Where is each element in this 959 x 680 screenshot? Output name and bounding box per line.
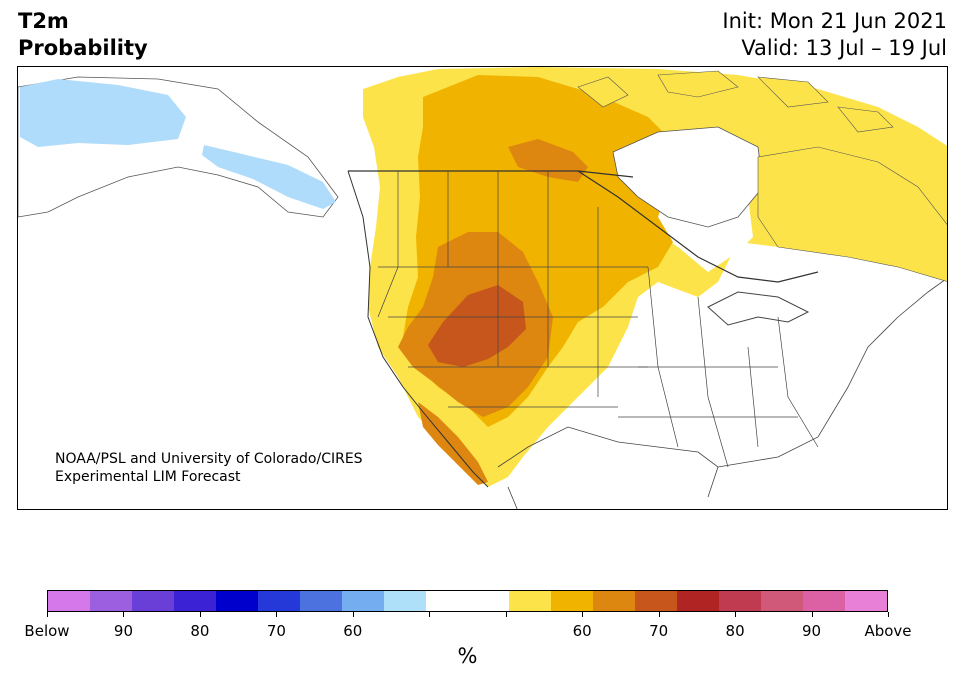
colorbar-segment: [803, 591, 846, 611]
map-canvas: [18, 67, 947, 509]
colorbar-tick-mark: [352, 612, 354, 617]
title-left: T2m Probability: [18, 8, 148, 62]
colorbar-tick-mark: [123, 612, 125, 617]
colorbar-segment: [509, 591, 552, 611]
colorbar-segment: [89, 591, 132, 611]
quebec-labrador-area: [757, 146, 947, 282]
map-frame: NOAA/PSL and University of Colorado/CIRE…: [17, 66, 948, 510]
arctic-islands: [577, 70, 894, 133]
colorbar-segment: [635, 591, 678, 611]
credit-line-1: NOAA/PSL and University of Colorado/CIRE…: [55, 451, 363, 467]
colorbar-segment: [467, 591, 510, 611]
colorbar-segment: [425, 591, 468, 611]
hudson-bay-water: [612, 126, 764, 228]
credit-line-2: Experimental LIM Forecast: [55, 469, 241, 485]
valid-dates: Valid: 13 Jul – 19 Jul: [741, 36, 947, 60]
colorbar-tick-label: 70: [266, 622, 286, 640]
colorbar-tick-mark: [811, 612, 813, 617]
colorbar-unit: %: [457, 644, 478, 668]
gulf-below-area: [202, 145, 336, 209]
colorbar-tick-mark: [582, 612, 584, 617]
colorbar-tick-label: 60: [572, 622, 592, 640]
probability-colorbar: [47, 590, 888, 612]
colorbar-tick-label: 70: [649, 622, 669, 640]
colorbar-tick-label: 90: [113, 622, 133, 640]
map-credit: NOAA/PSL and University of Colorado/CIRE…: [55, 450, 363, 486]
colorbar-segment: [215, 591, 258, 611]
great-lakes: [707, 291, 810, 326]
colorbar-segment: [719, 591, 762, 611]
colorbar-tick-label: 80: [725, 622, 745, 640]
colorbar-segment: [131, 591, 174, 611]
colorbar-segment: [551, 591, 594, 611]
alaska-below-area: [20, 79, 186, 147]
above-70-area: [428, 285, 526, 367]
variable-title: T2m: [18, 9, 69, 33]
variable-subtitle: Probability: [18, 36, 148, 60]
colorbar-tick-mark: [505, 612, 507, 617]
colorbar-segment: [593, 591, 636, 611]
colorbar-tick-mark: [429, 612, 431, 617]
colorbar-tick-label: 80: [190, 622, 210, 640]
colorbar-ticks: Below 90 80 70 60 60 70 80 90 Above: [24, 612, 912, 640]
colorbar-tick-label: Above: [864, 622, 912, 640]
colorbar-tick-mark: [276, 612, 278, 617]
colorbar-segment: [48, 591, 90, 611]
colorbar-tick-mark: [47, 612, 48, 617]
state-lines: [377, 171, 819, 468]
colorbar-segment: [677, 591, 720, 611]
init-date: Init: Mon 21 Jun 2021: [722, 9, 947, 33]
colorbar-tick-label: Below: [24, 622, 70, 640]
colorbar-segment: [341, 591, 384, 611]
west-coastline: [347, 170, 489, 488]
colorbar-segment: [299, 591, 342, 611]
colorbar-tick-mark: [199, 612, 201, 617]
colorbar-segment: [383, 591, 426, 611]
colorbar-tick-mark: [888, 612, 889, 617]
colorbar-tick-label: 60: [343, 622, 363, 640]
colorbar-segment: [845, 591, 888, 611]
us-canada-border: [348, 170, 819, 283]
title-right: Init: Mon 21 Jun 2021 Valid: 13 Jul – 19…: [722, 8, 947, 62]
colorbar-tick-mark: [658, 612, 660, 617]
colorbar-tick-mark: [735, 612, 737, 617]
colorbar-segment: [761, 591, 804, 611]
east-coastline: [717, 277, 947, 468]
colorbar-segment: [257, 591, 300, 611]
gulf-coastline: [497, 426, 719, 509]
above-65-baja: [418, 402, 488, 485]
colorbar-segment: [173, 591, 216, 611]
colorbar-tick-label: 90: [801, 622, 822, 640]
